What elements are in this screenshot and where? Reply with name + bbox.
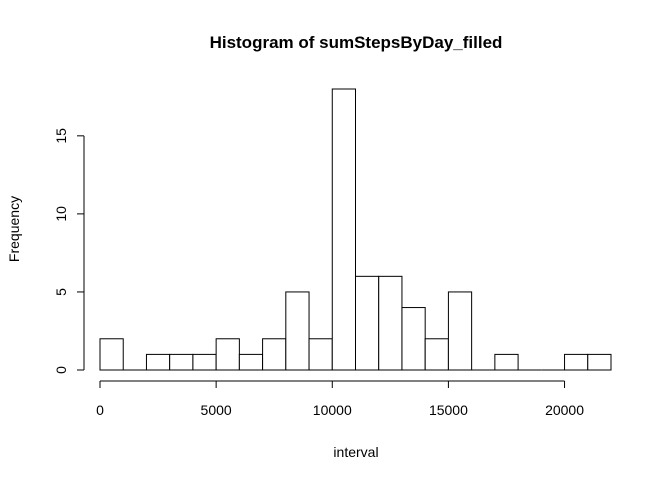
histogram-bar	[238, 353, 264, 371]
histogram-bar	[447, 291, 473, 371]
y-tick-label: 0	[53, 366, 69, 374]
histogram-bar	[215, 338, 240, 371]
histogram-bar	[99, 338, 124, 371]
histogram-bar	[169, 353, 194, 371]
histogram-bar	[331, 88, 357, 371]
x-axis-label: interval	[333, 444, 378, 460]
y-axis: 0 5 10 15	[53, 128, 85, 374]
histogram-bar	[355, 275, 380, 371]
histogram-bar	[494, 353, 519, 371]
histogram-bar	[401, 307, 426, 371]
x-tick-label: 20000	[545, 402, 584, 418]
y-tick-label: 5	[53, 288, 69, 296]
x-tick-label: 5000	[201, 402, 232, 418]
x-tick-label: 0	[96, 402, 104, 418]
chart-title: Histogram of sumStepsByDay_filled	[210, 33, 503, 52]
histogram-bar	[145, 353, 171, 371]
histogram-bar	[564, 353, 589, 371]
x-tick-label: 10000	[313, 402, 352, 418]
histogram-bar	[378, 275, 403, 371]
x-tick-label: 15000	[429, 402, 468, 418]
histogram-bar	[308, 338, 333, 371]
y-tick-label: 15	[53, 128, 69, 144]
histogram-bar	[424, 338, 449, 371]
histogram-bar	[192, 353, 217, 371]
histogram-bar	[262, 338, 287, 371]
histogram-bar	[285, 291, 310, 371]
bars-group	[99, 88, 612, 371]
x-axis: 0 5000 10000 15000 20000	[96, 380, 584, 418]
histogram-bar	[587, 353, 612, 371]
y-tick-label: 10	[53, 206, 69, 222]
y-axis-label: Frequency	[6, 196, 22, 262]
